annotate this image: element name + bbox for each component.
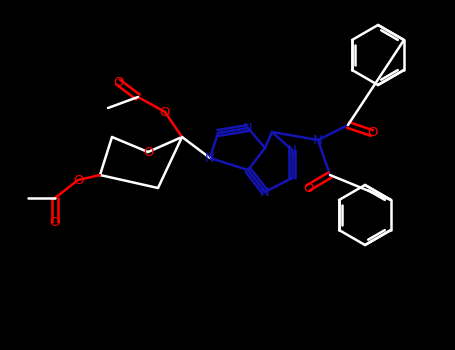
Text: O: O	[50, 216, 60, 229]
Text: O: O	[367, 126, 377, 140]
Text: O: O	[160, 105, 170, 119]
Text: N: N	[313, 133, 323, 147]
Text: O: O	[113, 76, 123, 89]
Text: N: N	[205, 152, 215, 164]
Text: N: N	[287, 144, 297, 156]
Text: O: O	[73, 174, 83, 187]
Text: N: N	[243, 121, 253, 134]
Text: O: O	[303, 182, 313, 195]
Text: O: O	[143, 146, 153, 159]
Text: N: N	[260, 186, 270, 198]
